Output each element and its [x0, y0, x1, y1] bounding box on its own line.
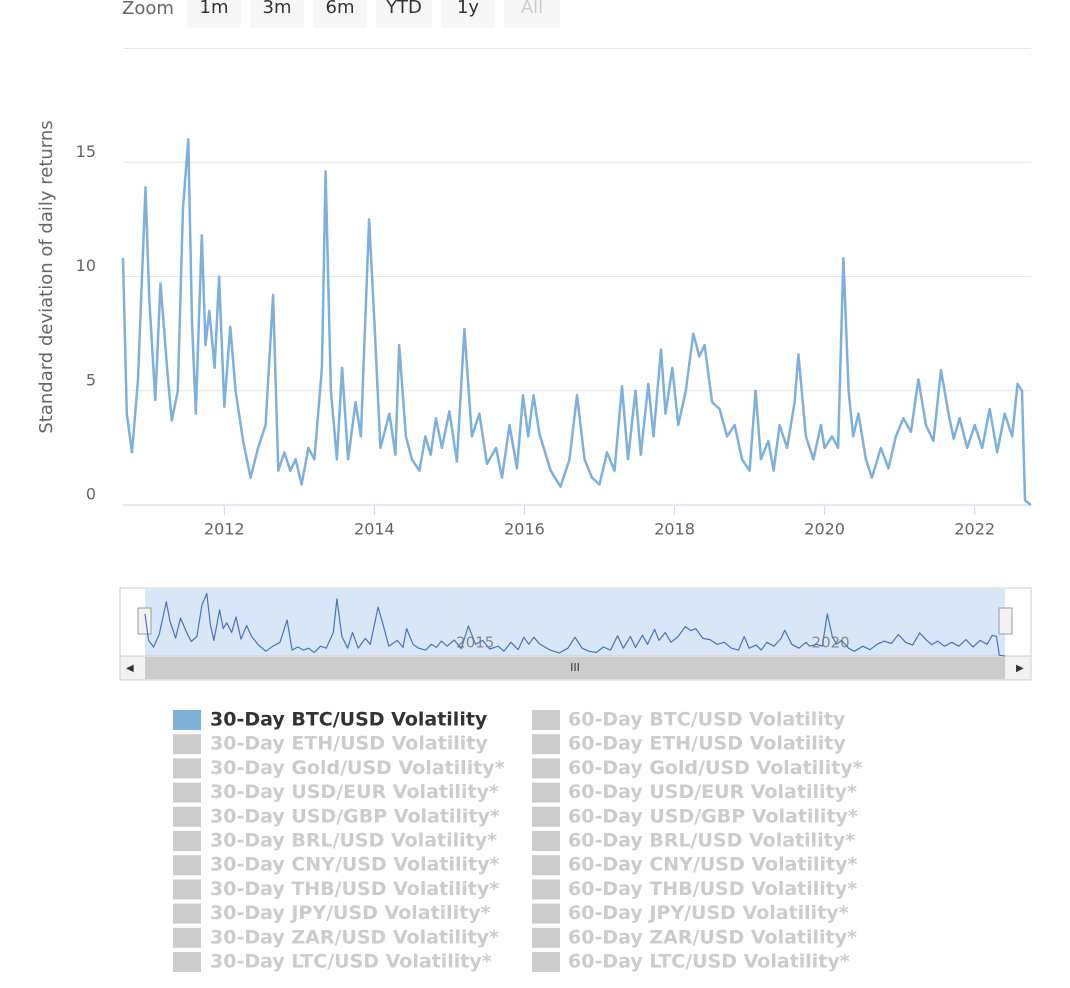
legend-swatch[interactable]	[532, 806, 560, 827]
legend-item[interactable]: 60-Day ETH/USD Volatility	[568, 733, 846, 755]
legend-item[interactable]: 60-Day LTC/USD Volatility*	[568, 951, 850, 973]
legend-item[interactable]: 60-Day ZAR/USD Volatility*	[568, 926, 857, 948]
legend-swatch[interactable]	[532, 710, 560, 730]
x-tick-label: 2012	[204, 520, 245, 539]
legend-swatch[interactable]	[532, 927, 560, 948]
series-line	[121, 138, 1032, 506]
legend-item[interactable]: 60-Day Gold/USD Volatility*	[568, 757, 863, 779]
zoom-button-label: 1m	[200, 0, 229, 18]
scroll-right[interactable]: ▶	[1016, 663, 1024, 674]
zoom-button[interactable]	[313, 0, 367, 28]
y-tick-label: 10	[76, 256, 96, 275]
y-tick-label: 15	[76, 142, 96, 161]
legend-swatch[interactable]	[173, 710, 201, 730]
legend-swatch[interactable]	[173, 903, 201, 924]
legend-swatch[interactable]	[173, 782, 201, 803]
legend-swatch[interactable]	[532, 903, 560, 924]
legend-item[interactable]: 30-Day ZAR/USD Volatility*	[210, 926, 499, 948]
zoom-button-label: All	[521, 0, 543, 18]
legend-item[interactable]: 30-Day BRL/USD Volatility*	[210, 830, 497, 852]
legend-item[interactable]: 30-Day BTC/USD Volatility	[210, 709, 488, 731]
x-tick-label: 2022	[954, 520, 995, 539]
legend-item[interactable]: 60-Day CNY/USD Volatility*	[568, 854, 858, 876]
zoom-button-label: 1y	[457, 0, 479, 18]
legend-swatch[interactable]	[173, 855, 201, 876]
legend-swatch[interactable]	[173, 952, 201, 972]
zoom-button-label: 3m	[263, 0, 292, 18]
x-tick-label: 2018	[654, 520, 695, 539]
legend-item[interactable]: 60-Day USD/GBP Volatility*	[568, 805, 858, 827]
legend-swatch[interactable]	[173, 734, 201, 755]
legend-item[interactable]: 60-Day USD/EUR Volatility*	[568, 781, 857, 803]
zoom-button[interactable]	[187, 0, 241, 28]
legend-swatch[interactable]	[532, 782, 560, 803]
y-tick-label: 5	[86, 370, 96, 389]
legend-item[interactable]: 60-Day BRL/USD Volatility*	[568, 830, 855, 852]
legend-swatch[interactable]	[532, 734, 560, 755]
x-tick-label: 2020	[804, 520, 845, 539]
scrollbar-grip: III	[570, 661, 580, 674]
navigator-tick-label: 2020	[812, 634, 850, 652]
x-tick-label: 2014	[354, 520, 395, 539]
legend-item[interactable]: 60-Day BTC/USD Volatility	[568, 709, 846, 731]
legend-swatch[interactable]	[532, 831, 560, 851]
legend-item[interactable]: 60-Day JPY/USD Volatility*	[568, 902, 849, 924]
navigator-mask[interactable]	[145, 589, 1005, 656]
navigator-handle[interactable]	[998, 607, 1013, 635]
navigator-line	[144, 592, 1006, 657]
legend-item[interactable]: 30-Day LTC/USD Volatility*	[210, 951, 492, 973]
legend-swatch[interactable]	[173, 831, 201, 851]
legend-item[interactable]: 30-Day THB/USD Volatility*	[210, 878, 499, 900]
legend-item[interactable]: 60-Day THB/USD Volatility*	[568, 878, 857, 900]
zoom-button[interactable]	[441, 0, 495, 28]
legend-item[interactable]: 30-Day ETH/USD Volatility	[210, 733, 488, 755]
legend-swatch[interactable]	[532, 952, 560, 972]
legend-item[interactable]: 30-Day USD/EUR Volatility*	[210, 781, 499, 803]
legend-item[interactable]: 30-Day USD/GBP Volatility*	[210, 805, 500, 827]
legend-item[interactable]: 30-Day JPY/USD Volatility*	[210, 902, 491, 924]
zoom-button[interactable]	[250, 0, 304, 28]
legend-item[interactable]: 30-Day CNY/USD Volatility*	[210, 854, 500, 876]
zoom-label: Zoom	[122, 0, 174, 19]
legend-swatch[interactable]	[173, 927, 201, 948]
navigator-handle[interactable]	[137, 607, 152, 635]
legend-swatch[interactable]	[173, 758, 201, 779]
legend-swatch[interactable]	[173, 879, 201, 900]
x-tick-label: 2016	[504, 520, 545, 539]
zoom-button-label: YTD	[385, 0, 422, 18]
zoom-button[interactable]	[504, 0, 560, 28]
legend-swatch[interactable]	[173, 806, 201, 827]
zoom-button-label: 6m	[326, 0, 355, 18]
scroll-left[interactable]: ◀	[126, 663, 134, 674]
legend-item[interactable]: 30-Day Gold/USD Volatility*	[210, 757, 505, 779]
legend-swatch[interactable]	[532, 855, 560, 876]
legend-swatch[interactable]	[532, 879, 560, 900]
legend-swatch[interactable]	[532, 758, 560, 779]
y-tick-label: 0	[86, 485, 96, 504]
zoom-button[interactable]	[376, 0, 432, 28]
y-axis-title: Standard deviation of daily returns	[36, 120, 57, 433]
scrollbar-thumb[interactable]	[145, 657, 1005, 679]
